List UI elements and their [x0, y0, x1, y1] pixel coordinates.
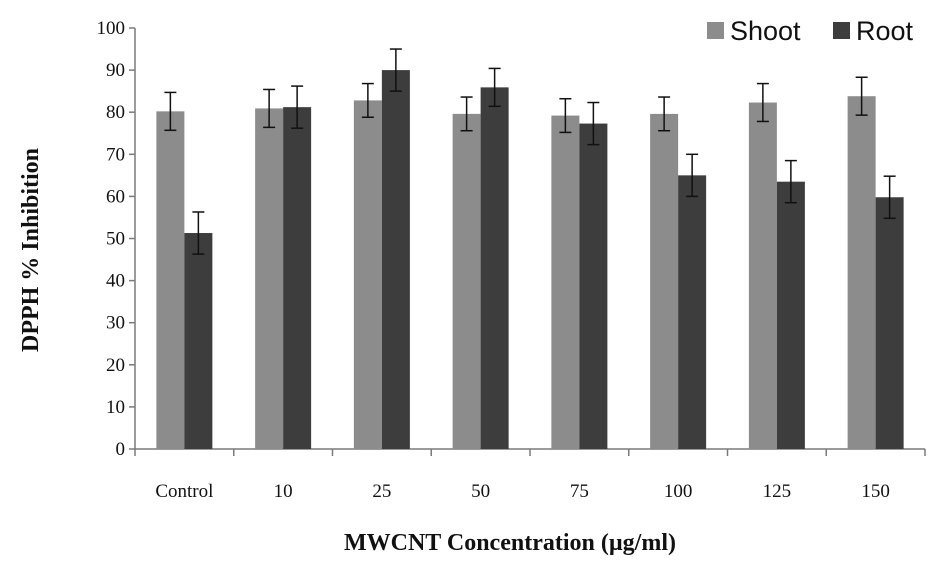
bar-shoot-125	[748, 102, 777, 449]
x-tick-label: 75	[570, 481, 589, 502]
error-bar-shoot-100	[658, 96, 671, 132]
bar-root-50	[480, 87, 509, 450]
error-bar-root-10	[291, 85, 304, 129]
bar-shoot-150	[847, 96, 876, 450]
x-tick-label: Control	[155, 481, 213, 502]
bar-shoot-50	[452, 113, 481, 449]
y-tick-label: 70	[106, 144, 125, 165]
y-tick-label: 30	[106, 313, 125, 334]
error-bar-shoot-75	[559, 97, 572, 134]
error-bar-shoot-control	[164, 91, 177, 132]
error-bar-shoot-125	[756, 82, 769, 123]
error-bar-shoot-25	[361, 82, 374, 119]
bar-root-25	[381, 70, 410, 449]
legend-swatch-shoot	[707, 22, 724, 39]
bar-shoot-25	[353, 100, 382, 450]
bar-shoot-control	[156, 111, 185, 449]
error-bars	[164, 48, 896, 255]
error-bar-root-100	[686, 153, 699, 198]
legend-swatch-root	[833, 22, 850, 39]
bars	[156, 70, 904, 450]
x-tick-label: 25	[372, 481, 391, 502]
y-axis: 0 10 20 30 40 50 60 70 80 90 100	[97, 18, 136, 460]
x-axis: Control 10 25 50 75 100 125 150	[134, 448, 926, 502]
legend-label-shoot: Shoot	[730, 16, 801, 46]
error-bar-root-150	[883, 175, 896, 220]
bar-root-10	[283, 107, 312, 449]
y-tick-label: 80	[106, 102, 125, 123]
y-tick-label: 60	[106, 186, 125, 207]
bar-shoot-75	[551, 115, 580, 450]
error-bar-root-25	[389, 48, 402, 92]
bar-root-100	[678, 175, 707, 449]
y-tick-label: 90	[106, 60, 125, 81]
error-bar-root-75	[587, 101, 600, 146]
y-tick-label: 100	[97, 18, 126, 39]
y-tick-label: 50	[106, 229, 125, 250]
x-tick-label: 100	[664, 481, 693, 502]
bar-root-control	[184, 233, 213, 449]
error-bar-shoot-150	[855, 76, 868, 116]
error-bar-shoot-10	[263, 88, 276, 129]
bar-root-150	[875, 197, 904, 449]
y-axis-title: DPPH % Inhibition	[18, 148, 44, 352]
legend: Shoot Root	[707, 16, 914, 46]
bar-root-125	[776, 181, 805, 450]
bar-shoot-100	[650, 113, 679, 449]
x-axis-title: MWCNT Concentration (µg/ml)	[344, 530, 676, 556]
y-tick-label: 0	[116, 439, 126, 460]
error-bar-root-125	[784, 159, 797, 204]
bar-root-75	[579, 123, 608, 449]
x-tick-label: 10	[274, 481, 293, 502]
y-tick-label: 20	[106, 355, 125, 376]
legend-label-root: Root	[856, 16, 914, 46]
y-tick-label: 40	[106, 271, 125, 292]
x-tick-label: 50	[471, 481, 490, 502]
error-bar-root-50	[488, 67, 501, 108]
x-tick-label: 125	[763, 481, 792, 502]
error-bar-root-control	[192, 211, 205, 255]
y-tick-label: 10	[106, 397, 125, 418]
bar-shoot-10	[255, 108, 284, 449]
error-bar-shoot-50	[460, 96, 473, 132]
x-tick-label: 150	[861, 481, 890, 502]
